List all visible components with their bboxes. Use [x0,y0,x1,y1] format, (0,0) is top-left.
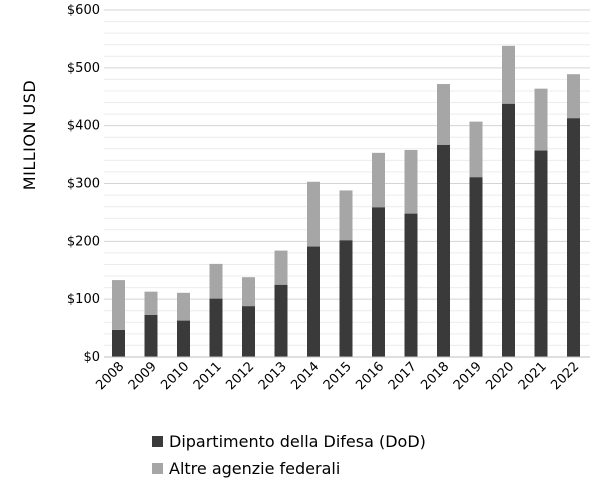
bar-dod-2016 [372,207,385,357]
bar-other-agencies-2022 [567,74,580,119]
y-axis-label: MILLION USD [20,80,39,190]
x-tick-label: 2022 [548,359,582,393]
bars [112,45,580,357]
x-tick-label: 2018 [418,359,452,393]
x-tick-label: 2010 [158,359,192,393]
legend-item-dod: Dipartimento della Difesa (DoD) [152,428,426,455]
legend: Dipartimento della Difesa (DoD) Altre ag… [152,428,426,482]
y-tick-label: $600 [67,3,100,18]
bar-other-agencies-2014 [307,181,320,247]
bar-dod-2020 [502,103,515,357]
bar-other-agencies-2012 [242,277,255,307]
y-tick-label: $0 [83,350,100,365]
x-tick-label: 2015 [321,359,355,393]
x-tick-label: 2020 [483,359,517,393]
bar-other-agencies-2017 [404,149,418,214]
legend-label-dod: Dipartimento della Difesa (DoD) [169,432,426,451]
x-tick-label: 2013 [256,359,290,393]
y-tick-label: $100 [67,292,100,307]
bar-other-agencies-2021 [534,88,548,151]
bar-other-agencies-2019 [469,121,483,178]
y-tick-label: $300 [67,177,100,192]
bar-dod-2021 [534,150,548,357]
bar-other-agencies-2009 [144,291,158,315]
x-tick-label: 2011 [191,359,225,393]
bar-dod-2009 [144,314,158,357]
bar-other-agencies-2013 [274,250,288,285]
bar-dod-2011 [209,298,223,357]
x-tick-label: 2017 [386,359,420,393]
bar-dod-2010 [177,320,190,357]
bar-dod-2022 [567,118,580,357]
bar-dod-2008 [112,329,125,357]
bar-other-agencies-2015 [339,190,353,241]
x-axis-ticks: 2008200920102011201220132014201520162017… [93,359,582,393]
bar-dod-2013 [274,284,288,357]
y-tick-label: $400 [67,119,100,134]
legend-swatch-other-agencies [152,463,163,474]
bar-other-agencies-2010 [177,292,190,321]
x-tick-label: 2021 [516,359,550,393]
x-tick-label: 2014 [288,359,322,393]
y-tick-label: $500 [67,61,100,76]
x-tick-label: 2019 [451,359,485,393]
y-axis-ticks: $0 $100 $200 $300 $400 $500 $600 [67,3,100,365]
bar-dod-2015 [339,240,353,357]
x-tick-label: 2016 [353,359,387,393]
bar-other-agencies-2018 [437,84,450,145]
legend-swatch-dod [152,436,163,447]
bar-other-agencies-2020 [502,45,515,104]
bar-dod-2012 [242,306,255,357]
bar-other-agencies-2016 [372,152,385,208]
y-tick-label: $200 [67,234,100,249]
bar-dod-2018 [437,144,450,357]
bar-other-agencies-2011 [209,263,223,299]
bar-dod-2019 [469,177,483,357]
x-tick-label: 2012 [223,359,257,393]
bar-other-agencies-2008 [112,280,125,330]
legend-item-other-agencies: Altre agenzie federali [152,455,426,482]
legend-label-other-agencies: Altre agenzie federali [169,459,341,478]
bar-dod-2017 [404,213,418,357]
bar-dod-2014 [307,246,320,357]
x-tick-label: 2009 [126,359,160,393]
